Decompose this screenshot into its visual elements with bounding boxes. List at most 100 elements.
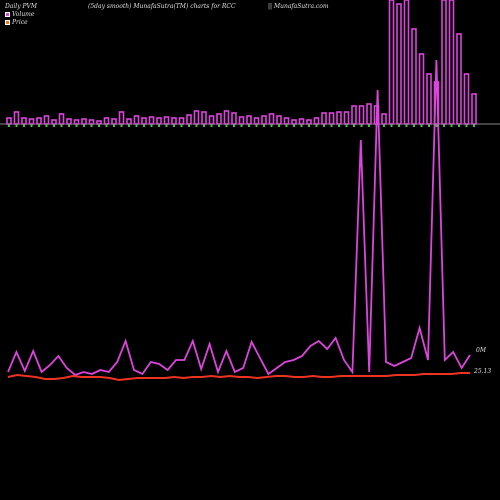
volume-line: [7, 59, 471, 377]
volume-tick: [263, 124, 265, 127]
legend-price-label: Price: [12, 19, 28, 26]
volume-bar: [148, 116, 155, 125]
volume-tick: [203, 124, 205, 127]
volume-bar: [253, 117, 260, 125]
volume-bar: [201, 111, 207, 125]
volume-tick: [210, 124, 213, 127]
volume-tick: [353, 124, 355, 127]
volume-bar: [216, 113, 222, 125]
legend-price: Price: [5, 19, 28, 26]
volume-tick: [270, 124, 273, 127]
volume-bar: [238, 116, 245, 125]
volume-bar: [36, 117, 42, 125]
volume-bar: [156, 117, 162, 125]
volume-bar: [186, 114, 192, 125]
volume-tick: [255, 124, 258, 127]
volume-bar: [223, 110, 230, 125]
volume-tick: [345, 124, 348, 127]
volume-bar: [283, 117, 290, 125]
volume-tick: [218, 124, 220, 127]
chart-header-left: Daily PVM: [5, 3, 38, 10]
volume-bar: [51, 119, 57, 125]
volume-tick: [240, 124, 243, 127]
volume-bar: [28, 118, 35, 125]
chart-header-source: || MunafaSutra.com: [268, 3, 329, 10]
volume-tick: [383, 124, 385, 127]
volume-tick: [315, 124, 318, 127]
volume-tick: [465, 124, 468, 127]
volume-tick: [450, 124, 453, 127]
volume-tick: [120, 124, 123, 127]
volume-bar: [246, 115, 252, 125]
volume-tick: [113, 124, 115, 127]
volume-tick: [458, 124, 460, 127]
volume-tick: [390, 124, 393, 127]
volume-bar: [418, 53, 425, 125]
volume-tick: [435, 124, 438, 127]
volume-bar: [343, 111, 350, 125]
volume-tick: [30, 124, 33, 127]
volume-tick: [188, 124, 190, 127]
volume-tick: [75, 124, 78, 127]
volume-bar: [163, 116, 170, 125]
volume-bar: [231, 112, 237, 125]
volume-bar: [88, 119, 95, 125]
volume-tick: [285, 124, 288, 127]
volume-tick: [420, 124, 423, 127]
volume-tick: [248, 124, 250, 127]
volume-bar: [306, 119, 312, 125]
volume-bar: [328, 112, 335, 125]
volume-bar: [403, 0, 410, 125]
volume-tick: [53, 124, 55, 127]
volume-bar: [96, 120, 102, 125]
legend-volume-swatch: [5, 12, 10, 17]
legend-price-swatch: [5, 20, 10, 25]
volume-bar: [463, 73, 470, 125]
volume-bar: [268, 113, 275, 125]
volume-tick: [180, 124, 183, 127]
legend-volume-label: Volume: [12, 11, 35, 18]
volume-bar: [111, 118, 117, 125]
volume-tick: [428, 124, 430, 127]
volume-bar: [298, 118, 305, 125]
volume-bar: [411, 28, 417, 125]
volume-tick: [195, 124, 198, 127]
volume-tick: [473, 124, 475, 127]
volume-tick: [225, 124, 228, 127]
volume-bar: [426, 73, 432, 125]
volume-bar: [178, 117, 185, 125]
volume-bar: [171, 117, 177, 125]
volume-tick: [128, 124, 130, 127]
volume-bar: [313, 117, 320, 125]
volume-bar: [141, 117, 147, 125]
volume-bar: [73, 119, 80, 125]
volume-bar: [43, 115, 50, 125]
volume-tick: [135, 124, 138, 127]
volume-bar: [388, 0, 395, 125]
volume-bar: [103, 117, 110, 125]
volume-tick: [158, 124, 160, 127]
volume-bar: [358, 105, 365, 125]
volume-tick: [83, 124, 85, 127]
volume-bar: [81, 118, 87, 125]
volume-bar: [276, 115, 282, 125]
volume-bar: [471, 93, 477, 125]
volume-bar: [441, 0, 447, 125]
legend-volume: Volume: [5, 11, 34, 18]
volume-bar: [261, 115, 267, 125]
volume-bar: [448, 0, 455, 125]
volume-tick: [173, 124, 175, 127]
volume-tick: [368, 124, 370, 127]
volume-tick: [15, 124, 18, 127]
volume-bar: [208, 115, 215, 125]
price-end-label: 25.13: [474, 368, 492, 375]
volume-bar: [396, 3, 402, 125]
volume-tick: [308, 124, 310, 127]
volume-tick: [90, 124, 93, 127]
chart-header-title: (5day smooth) MunafaSutra(TM) charts for…: [88, 3, 236, 10]
volume-bar: [456, 33, 462, 125]
volume-bar: [291, 119, 297, 125]
volume-tick: [330, 124, 333, 127]
volume-tick: [398, 124, 400, 127]
